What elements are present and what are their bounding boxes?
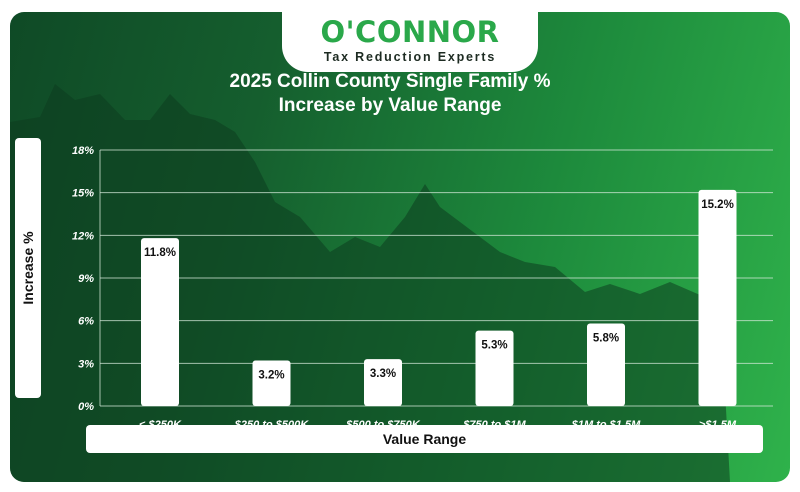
- y-tick-label: 12%: [72, 230, 94, 242]
- logo: O'CONNOR Tax Reduction Experts: [282, 12, 538, 72]
- bar: [698, 189, 737, 406]
- bar-value-label: 5.3%: [481, 340, 507, 352]
- y-tick-label: 9%: [78, 273, 94, 285]
- data-labels: 11.8% 3.2% 3.3% 5.3% 5.8% 15.2%: [144, 199, 734, 382]
- bar: [141, 238, 179, 406]
- logo-tagline: Tax Reduction Experts: [323, 50, 497, 64]
- y-tick-label: 15%: [72, 188, 94, 200]
- bar: [587, 323, 625, 406]
- x-tick-label: $500 to $750K: [345, 419, 420, 431]
- y-tick-label: 0%: [78, 401, 94, 413]
- x-axis-ticks: < $250K $250 to $500K $500 to $750K $750 to…: [139, 419, 737, 431]
- x-axis-label-box: [86, 425, 763, 453]
- y-tick-label: 3%: [78, 358, 94, 370]
- logo-wordmark: O'CONNOR: [320, 15, 500, 49]
- x-tick-label: $250 to $500K: [234, 419, 309, 431]
- x-axis-label: Value Range: [382, 431, 467, 447]
- chart-title-line-2: Increase by Value Range: [278, 95, 502, 116]
- bar-value-label: 3.3%: [370, 368, 396, 380]
- grid-lines: [99, 149, 773, 407]
- bar-value-label: 15.2%: [701, 199, 734, 211]
- x-tick-label: >$1.5M: [699, 419, 737, 431]
- chart-title-line-1: 2025 Collin County Single Family %: [229, 71, 551, 92]
- background-mountain-shape: [10, 84, 730, 482]
- y-tick-label: 18%: [72, 145, 94, 157]
- chart-title: 2025 Collin County Single Family % Incre…: [150, 70, 630, 118]
- bar-value-label: 3.2%: [258, 369, 284, 381]
- x-tick-label: $750 to $1M: [462, 419, 526, 431]
- bar: [475, 330, 514, 406]
- y-tick-label: 6%: [78, 316, 94, 328]
- bar: [364, 359, 402, 406]
- x-tick-label: < $250K: [139, 419, 182, 431]
- bar: [252, 360, 291, 406]
- y-axis-ticks: 0% 3% 6% 9% 12% 15% 18%: [72, 145, 94, 413]
- bar-value-label: 11.8%: [144, 247, 176, 259]
- y-axis-label-box: [15, 138, 41, 398]
- x-tick-label: $1M to $1.5M: [571, 419, 641, 431]
- bar-value-label: 5.8%: [593, 333, 619, 345]
- bars: [141, 189, 737, 406]
- chart-card: O'CONNOR Tax Reduction Experts: [10, 12, 790, 482]
